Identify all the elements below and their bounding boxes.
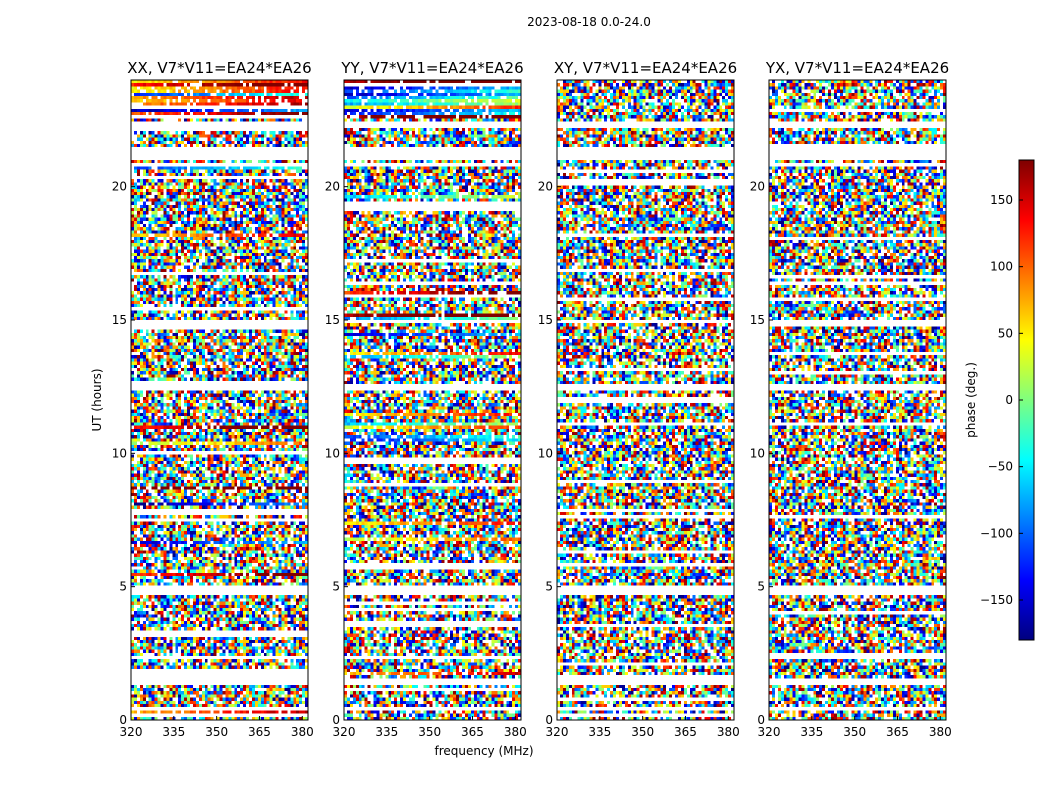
panel-title: XX, V7*V11=EA24*EA26 (127, 59, 311, 77)
x-tick-label: 320 (120, 725, 143, 739)
colorbar-tick-label: −100 (980, 526, 1013, 540)
panel-frame (768, 79, 947, 721)
y-tick-label: 10 (538, 446, 553, 460)
y-tick-label: 5 (545, 580, 553, 594)
colorbar-label: phase (deg.) (964, 362, 978, 438)
x-tick-label: 380 (929, 725, 952, 739)
x-tick-label: 320 (333, 725, 356, 739)
y-tick-label: 20 (325, 180, 340, 194)
panel-heatmap (557, 80, 734, 720)
y-tick-label: 0 (757, 713, 765, 727)
y-axis-label: UT (hours) (90, 368, 104, 431)
x-tick-label: 380 (291, 725, 314, 739)
x-tick-label: 350 (843, 725, 866, 739)
y-tick-label: 15 (325, 313, 340, 327)
y-tick-label: 10 (750, 446, 765, 460)
x-tick-label: 350 (418, 725, 441, 739)
y-tick-label: 5 (332, 580, 340, 594)
colorbar-tick-label: 100 (990, 260, 1013, 274)
x-tick-label: 380 (717, 725, 740, 739)
y-tick-label: 0 (545, 713, 553, 727)
y-tick-label: 0 (332, 713, 340, 727)
y-tick-label: 20 (538, 180, 553, 194)
colorbar-tick-label: 50 (998, 326, 1013, 340)
figure-suptitle: 2023-08-18 0.0-24.0 (527, 15, 651, 29)
x-tick-label: 365 (886, 725, 909, 739)
panel-xy: XY, V7*V11=EA24*EA26 320 335 350 365 380 0 5 10 1… (538, 59, 740, 739)
panel-xx: XX, V7*V11=EA24*EA26 320 335 350 365 380 0 5 10 1… (112, 59, 314, 739)
y-tick-label: 0 (119, 713, 127, 727)
y-tick-label: 20 (750, 180, 765, 194)
x-tick-label: 335 (162, 725, 185, 739)
x-axis-label: frequency (MHz) (434, 744, 533, 758)
panel-yy: YY, V7*V11=EA24*EA26 320 335 350 365 380 0 5 10 1… (325, 59, 527, 739)
panel-title: YY, V7*V11=EA24*EA26 (340, 59, 523, 77)
colorbar-tick-label: −50 (988, 460, 1013, 474)
y-tick-label: 10 (325, 446, 340, 460)
y-tick-label: 5 (757, 580, 765, 594)
y-tick-label: 15 (750, 313, 765, 327)
y-tick-label: 20 (112, 180, 127, 194)
panel-heatmap (344, 80, 521, 720)
panel-heatmap (131, 80, 308, 720)
x-tick-label: 335 (800, 725, 823, 739)
panel-frame (556, 79, 735, 721)
x-tick-label: 320 (546, 725, 569, 739)
x-tick-label: 350 (205, 725, 228, 739)
x-tick-label: 365 (461, 725, 484, 739)
panel-title: XY, V7*V11=EA24*EA26 (554, 59, 737, 77)
panels-group: XX, V7*V11=EA24*EA26 320 335 350 365 380 0 5 10 1… (112, 59, 952, 739)
colorbar-ticks: 150 100 50 0 −50 −100 −150 (980, 193, 1023, 607)
colorbar-tick-label: 0 (1005, 393, 1013, 407)
panel-heatmap (769, 80, 946, 720)
y-tick-label: 10 (112, 446, 127, 460)
x-tick-label: 335 (588, 725, 611, 739)
y-tick-label: 5 (119, 580, 127, 594)
colorbar-tick-label: −150 (980, 593, 1013, 607)
y-tick-label: 15 (112, 313, 127, 327)
y-tick-label: 15 (538, 313, 553, 327)
x-tick-label: 320 (758, 725, 781, 739)
x-tick-label: 335 (375, 725, 398, 739)
x-tick-label: 350 (631, 725, 654, 739)
x-tick-label: 380 (504, 725, 527, 739)
x-tick-label: 365 (674, 725, 697, 739)
panel-title: YX, V7*V11=EA24*EA26 (765, 59, 949, 77)
x-tick-label: 365 (248, 725, 271, 739)
panel-yx: YX, V7*V11=EA24*EA26 320 335 350 365 380 0 5 10 1… (750, 59, 952, 739)
panel-frame (343, 79, 522, 721)
colorbar-tick-label: 150 (990, 193, 1013, 207)
colorbar: 150 100 50 0 −50 −100 −150 phase (deg.) (964, 159, 1035, 641)
panel-frame (130, 79, 309, 721)
